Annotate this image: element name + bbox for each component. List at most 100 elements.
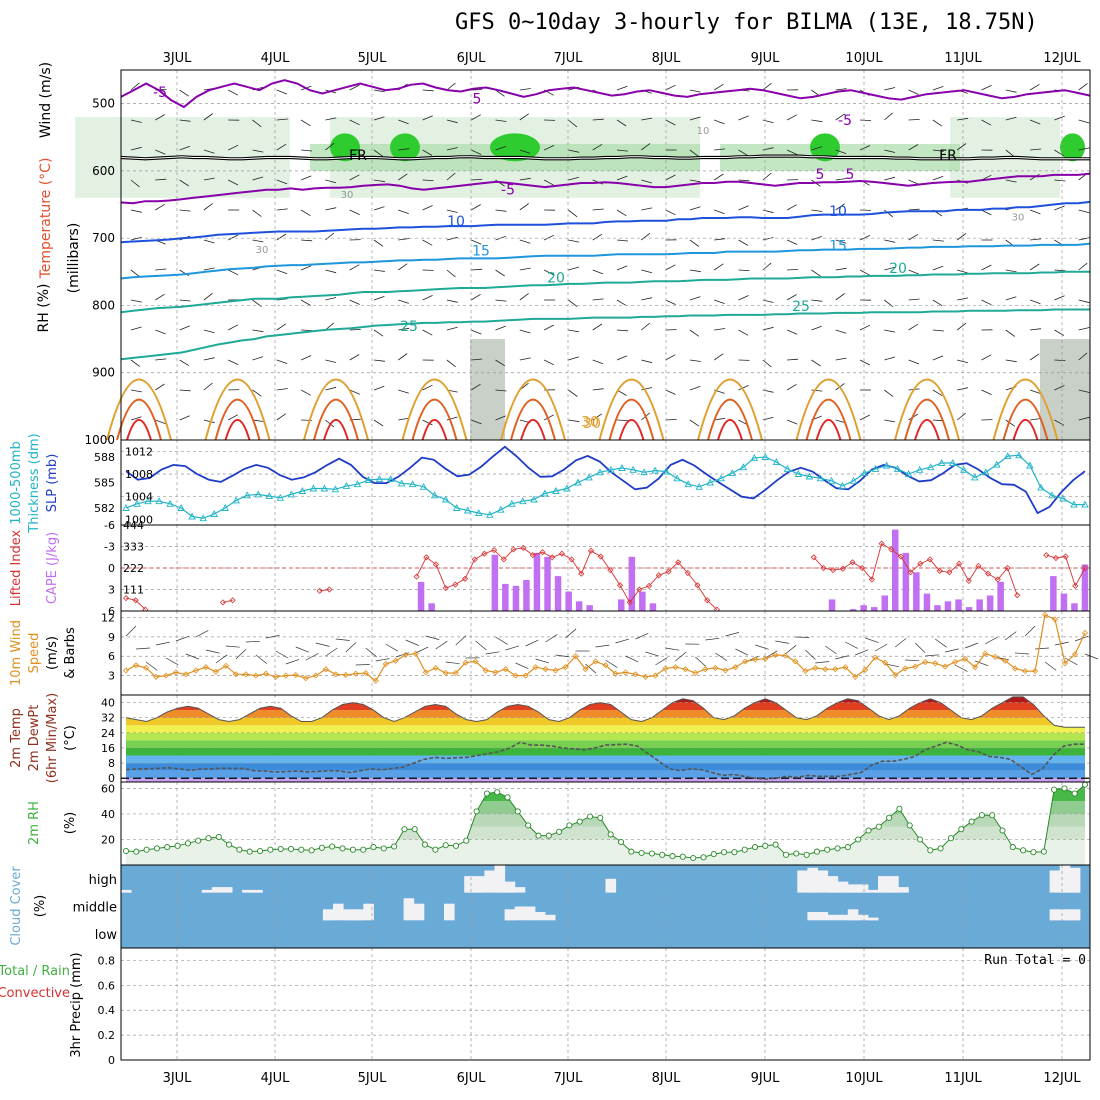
cloud-high-clear xyxy=(201,889,213,893)
thickness-marker xyxy=(320,484,329,492)
precip-tick-0.2: 0.2 xyxy=(98,1029,116,1042)
rh2m-marker xyxy=(999,827,1006,834)
rh2m-marker xyxy=(937,845,944,852)
wind-barb xyxy=(762,172,772,181)
rh2m-marker xyxy=(164,844,171,851)
wind-barb xyxy=(908,359,920,365)
lifted-index-marker xyxy=(636,586,643,593)
wind10m-barb xyxy=(695,656,707,667)
thickness-marker xyxy=(882,461,891,469)
cloud-middle-clear xyxy=(524,906,536,921)
wind-panel: 12 9 6 3 xyxy=(101,610,1099,696)
wind-barb xyxy=(786,239,798,245)
cape-bar xyxy=(491,554,499,611)
isotherm-5 xyxy=(120,172,1091,205)
wind10m-marker xyxy=(542,666,549,673)
wind-barb xyxy=(932,149,944,152)
wind-barb xyxy=(568,239,580,243)
wind10m-marker xyxy=(672,664,679,671)
wind10m-marker xyxy=(992,653,999,660)
rh2m-marker xyxy=(751,844,759,851)
wind10m-marker xyxy=(252,672,259,679)
contour-label-2: -5 xyxy=(838,113,852,129)
wind-barb xyxy=(446,82,456,91)
wind10m-marker xyxy=(502,666,509,673)
wind-barb xyxy=(325,142,335,151)
thickness-marker xyxy=(276,493,285,501)
rh2m-marker xyxy=(1040,848,1047,855)
wind-barb xyxy=(495,269,505,277)
lifted-index-marker xyxy=(946,569,953,576)
wind10m-marker xyxy=(482,667,489,674)
top-date-label-3JUL: 3JUL xyxy=(163,51,193,66)
wind-barb xyxy=(568,419,580,423)
wind-barb xyxy=(738,239,749,246)
lifted-index-marker xyxy=(1004,564,1011,572)
lifted-index-line-2 xyxy=(319,589,330,592)
thickness-marker xyxy=(463,506,472,514)
thickness-marker xyxy=(486,510,494,518)
wind-barb xyxy=(495,325,506,331)
cape-bar xyxy=(860,605,867,611)
wind-barb xyxy=(835,203,845,211)
wind-barb xyxy=(1078,327,1090,331)
wind-barb xyxy=(884,112,893,121)
wind-barb xyxy=(179,415,190,421)
wind-barb xyxy=(884,266,896,271)
thickness-marker xyxy=(386,475,395,483)
wind10m-barb xyxy=(385,643,398,652)
thickness-marker xyxy=(585,473,593,481)
thickness-marker xyxy=(441,495,450,503)
cape-tick-222: 222 xyxy=(123,562,144,575)
thickness-marker xyxy=(651,466,659,474)
wind-barb xyxy=(519,203,529,211)
thickness-marker xyxy=(364,476,373,483)
wind-barb xyxy=(713,83,724,91)
wind-barb xyxy=(519,357,531,361)
thickness-marker xyxy=(717,474,725,482)
isotherm-35-arc xyxy=(904,398,950,441)
wind-barb xyxy=(398,299,409,304)
wind-barb xyxy=(957,359,968,364)
slp-left-tick-582: 582 xyxy=(94,502,115,515)
wind-barb xyxy=(130,389,142,393)
rh2m-marker xyxy=(617,838,625,846)
wind-barb xyxy=(859,235,871,241)
wind-barb xyxy=(203,329,215,334)
top-date-label-12JUL: 12JUL xyxy=(1043,51,1081,66)
wind-barb xyxy=(252,419,264,422)
wind-barb xyxy=(519,267,531,271)
wind-barb xyxy=(179,145,191,151)
wind-barb xyxy=(738,295,749,301)
lifted-index-marker xyxy=(442,585,449,592)
wind-barb xyxy=(203,419,215,424)
top-date-label-8JUL: 8JUL xyxy=(652,51,682,66)
isotherm-30-arc xyxy=(795,378,862,441)
isotherm-10 xyxy=(120,200,1091,244)
slp-bg xyxy=(121,440,1090,525)
wind-barb xyxy=(300,299,311,306)
wind-barb xyxy=(616,299,627,307)
slp-right-tick-1008: 1008 xyxy=(125,468,153,481)
wind-barb xyxy=(155,383,165,391)
isotherm--5 xyxy=(120,79,1091,109)
temp-band-6 xyxy=(126,732,1085,741)
wind10m-marker xyxy=(582,666,589,673)
lifted-index-marker xyxy=(975,562,982,569)
wind-barb xyxy=(398,148,410,151)
top-date-label-7JUL: 7JUL xyxy=(554,51,584,66)
thickness-marker xyxy=(860,469,869,477)
thickness-marker xyxy=(309,484,318,492)
contour-label-16: 30 xyxy=(341,190,354,201)
wind-barb xyxy=(349,329,361,331)
wind10m-barb xyxy=(245,640,260,643)
wind-barb xyxy=(203,267,215,271)
wind-barb xyxy=(203,113,214,121)
wind-barb xyxy=(568,209,578,218)
wind-barb xyxy=(422,205,433,211)
lifted-index-marker xyxy=(229,597,236,604)
wind-barb xyxy=(373,329,384,337)
wind-barb xyxy=(1078,119,1090,124)
lifted-index-marker xyxy=(316,587,323,594)
cloud-middle-clear xyxy=(1049,909,1061,921)
